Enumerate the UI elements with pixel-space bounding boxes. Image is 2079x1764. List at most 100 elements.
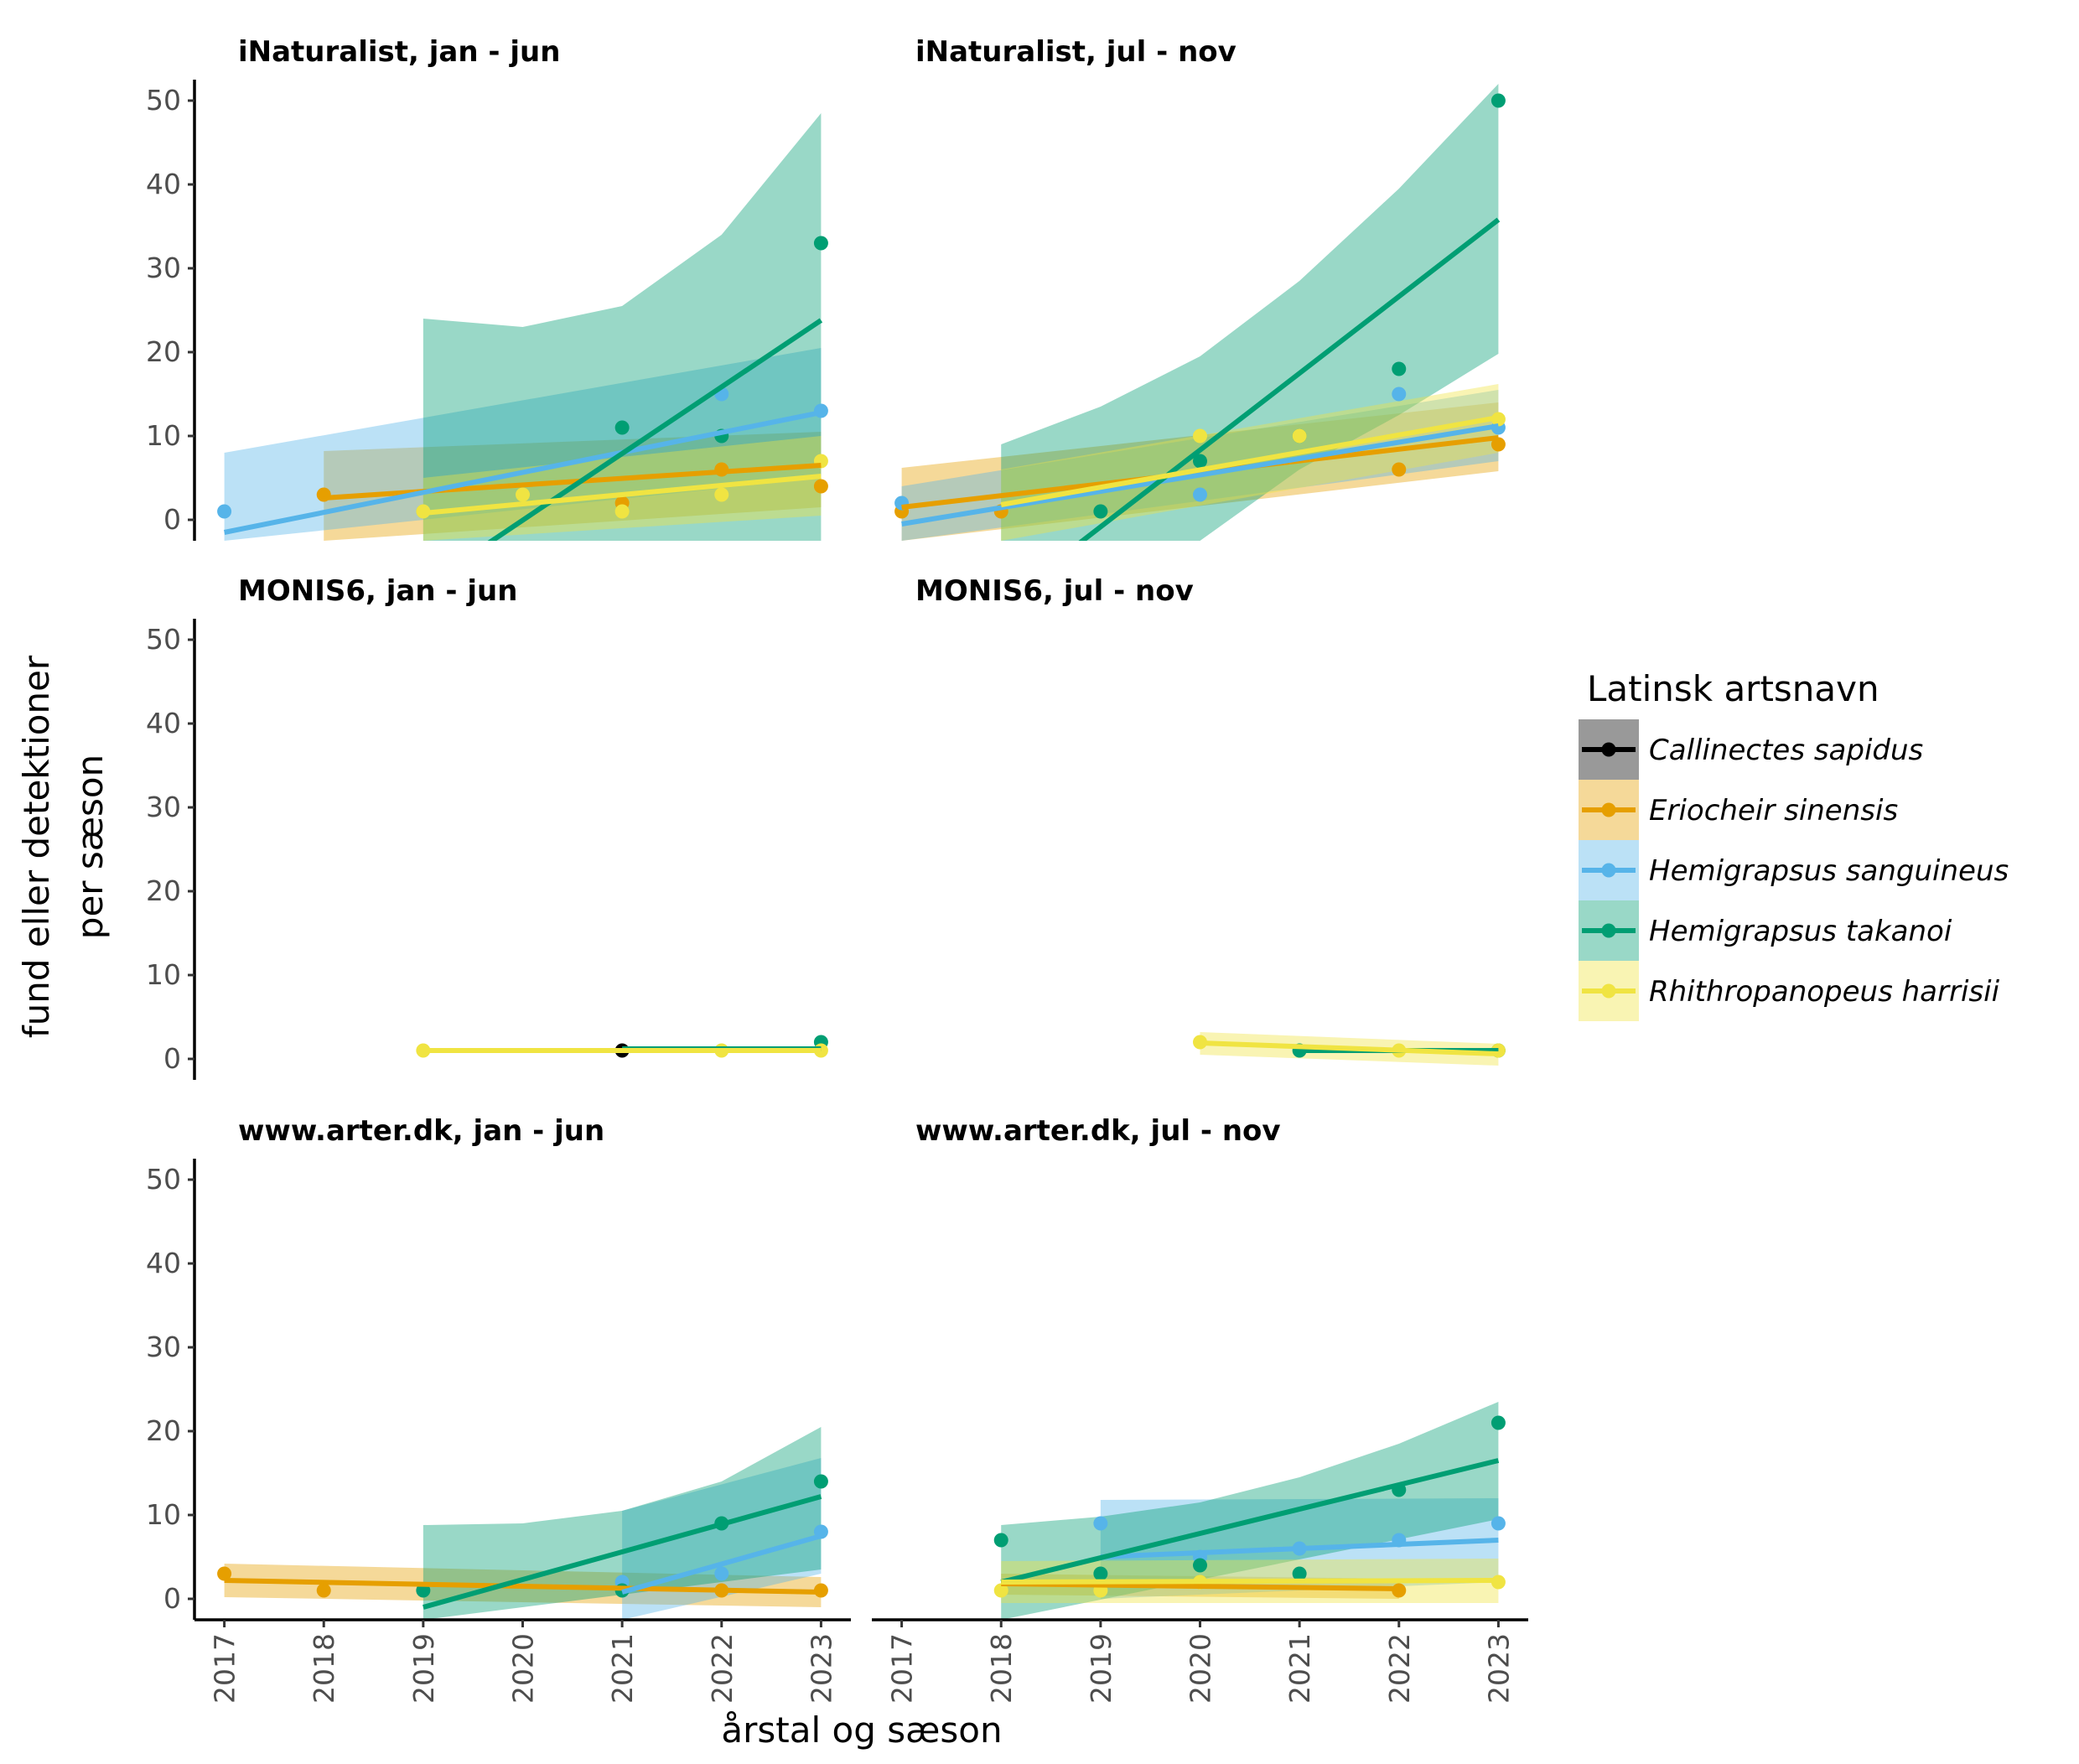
- panel-title: MONIS6, jan - jun: [238, 574, 517, 608]
- panel-title: iNaturalist, jul - nov: [915, 35, 1237, 69]
- data-point-hemigrapsus-takanoi: [1093, 504, 1108, 519]
- plot-area: [1193, 1032, 1506, 1066]
- panel-title: www.arter.dk, jul - nov: [915, 1114, 1281, 1148]
- x-tick-label: 2020: [1185, 1633, 1217, 1704]
- panel-monis6-jul-nov: MONIS6, jul - nov: [915, 574, 1506, 1066]
- y-tick-label: 10: [146, 419, 181, 452]
- legend-item-rhithropanopeus-harrisii: Rhithropanopeus harrisii: [1579, 961, 2000, 1021]
- plot-area: [993, 1402, 1506, 1620]
- plot-area: [416, 1035, 828, 1058]
- legend-key-point: [1601, 983, 1616, 999]
- legend: Latinsk artsnavn Callinectes sapidus Erio…: [1579, 668, 2009, 1021]
- data-point-rhithropanopeus-harrisii: [614, 504, 630, 519]
- trend-line-hemigrapsus-sanguineus: [1100, 1538, 1499, 1559]
- x-tick-label: 2019: [407, 1633, 440, 1704]
- data-point-rhithropanopeus-harrisii: [1193, 428, 1207, 444]
- panels: iNaturalist, jan - jun01020304050iNatura…: [146, 35, 1528, 1704]
- trend-line-hemigrapsus-sanguineus: [224, 410, 822, 535]
- data-point-eriocheir-sinensis: [217, 1566, 232, 1581]
- legend-label: Eriocheir sinensis: [1649, 794, 1898, 828]
- data-point-hemigrapsus-sanguineus: [1093, 1516, 1108, 1531]
- trend-line-rhithropanopeus-harrisii: [1001, 1578, 1499, 1585]
- x-tick-label: 2023: [805, 1633, 837, 1704]
- trend-line-rhithropanopeus-harrisii: [1000, 415, 1499, 507]
- data-point-hemigrapsus-takanoi: [993, 1533, 1008, 1548]
- panel-inaturalist-jan-jun: iNaturalist, jan - jun 0 10 20 30 40 50: [146, 35, 828, 541]
- panel-www-arter-dk-jul-nov: www.arter.dk, jul - nov 2017 2018 2019 2020 2…: [872, 1114, 1528, 1704]
- data-point-rhithropanopeus-harrisii: [516, 487, 530, 502]
- data-point-hemigrapsus-sanguineus: [1193, 487, 1207, 502]
- ci-band-rhithropanopeus-harrisii: [423, 436, 822, 541]
- x-tick-label: 2020: [507, 1633, 540, 1704]
- trend-line-rhithropanopeus-harrisii: [423, 474, 822, 516]
- x-tick-label: 2022: [706, 1633, 739, 1704]
- y-tick-label: 30: [146, 791, 181, 823]
- y-tick-label: 30: [146, 252, 181, 284]
- y-tick-label: 0: [163, 1582, 181, 1615]
- ci-band-hemigrapsus-takanoi: [1001, 84, 1499, 541]
- legend-item-eriocheir-sinensis: Eriocheir sinensis: [1579, 780, 1898, 840]
- y-tick-label: 20: [146, 335, 181, 368]
- legend-key-point: [1601, 923, 1616, 938]
- legend-key-point: [1601, 863, 1616, 878]
- x-tick-label: 2023: [1482, 1633, 1515, 1704]
- data-point-hemigrapsus-takanoi: [1193, 1558, 1207, 1573]
- y-tick-label: 0: [163, 1042, 181, 1075]
- data-point-hemigrapsus-takanoi: [1193, 454, 1207, 469]
- y-axis-title-line-2: per sæson: [70, 755, 111, 939]
- data-point-hemigrapsus-takanoi: [1491, 93, 1506, 108]
- plot-area: [894, 84, 1506, 541]
- legend-key-point: [1601, 742, 1616, 757]
- data-point-hemigrapsus-takanoi: [614, 420, 630, 435]
- panel-monis6-jan-jun: MONIS6, jan - jun 0 10 20 30 40 50: [146, 574, 828, 1080]
- y-tick-label: 40: [146, 168, 181, 200]
- data-point-eriocheir-sinensis: [813, 479, 828, 494]
- x-tick-label: 2017: [209, 1633, 241, 1704]
- panel-www-arter-dk-jan-jun: www.arter.dk, jan - jun 0 10 20 30 40 50 2017 20…: [146, 1114, 851, 1704]
- data-point-hemigrapsus-takanoi: [1093, 1566, 1108, 1581]
- x-tick-label: 2018: [985, 1633, 1018, 1704]
- trend-line-eriocheir-sinensis: [224, 1578, 822, 1595]
- legend-label: Rhithropanopeus harrisii: [1649, 975, 2000, 1009]
- y-tick-label: 40: [146, 707, 181, 739]
- data-point-eriocheir-sinensis: [1491, 437, 1506, 452]
- ci-band-hemigrapsus-takanoi: [1001, 1402, 1499, 1620]
- panel-title: www.arter.dk, jan - jun: [238, 1114, 604, 1148]
- x-tick-label: 2021: [606, 1633, 639, 1704]
- legend-title: Latinsk artsnavn: [1587, 668, 1879, 709]
- x-tick-label: 2018: [308, 1633, 340, 1704]
- x-axis-title: årstal og sæson: [721, 1710, 1002, 1751]
- data-point-hemigrapsus-takanoi: [1491, 1415, 1506, 1430]
- y-tick-label: 30: [146, 1331, 181, 1363]
- data-point-rhithropanopeus-harrisii: [1292, 428, 1307, 444]
- legend-label: Hemigrapsus sanguineus: [1649, 854, 2009, 888]
- panel-title: MONIS6, jul - nov: [915, 574, 1194, 608]
- plot-area: [217, 1427, 828, 1620]
- trend-line-hemigrapsus-takanoi: [1000, 1458, 1500, 1585]
- trend-line-eriocheir-sinensis: [1001, 1581, 1399, 1591]
- trend-line-eriocheir-sinensis: [324, 463, 822, 501]
- trend-line-hemigrapsus-takanoi: [1078, 217, 1501, 541]
- data-point-hemigrapsus-sanguineus: [217, 504, 232, 519]
- trend-line-rhithropanopeus-harrisii: [1200, 1040, 1499, 1056]
- y-axis-title-line-1: fund eller detektioner: [16, 655, 57, 1038]
- legend-item-hemigrapsus-sanguineus: Hemigrapsus sanguineus: [1579, 840, 2009, 900]
- y-tick-label: 10: [146, 958, 181, 991]
- data-point-hemigrapsus-takanoi: [1392, 361, 1407, 376]
- plot-area: [217, 113, 828, 541]
- legend-item-hemigrapsus-takanoi: Hemigrapsus takanoi: [1579, 900, 1952, 961]
- legend-item-callinectes-sapidus: Callinectes sapidus: [1579, 719, 1923, 780]
- trend-line-hemigrapsus-takanoi: [487, 318, 823, 541]
- y-tick-label: 50: [146, 1163, 181, 1196]
- legend-label: Callinectes sapidus: [1649, 734, 1923, 767]
- data-point-hemigrapsus-takanoi: [813, 1474, 828, 1489]
- legend-key-point: [1601, 802, 1616, 817]
- data-point-rhithropanopeus-harrisii: [1193, 1035, 1207, 1050]
- y-tick-label: 20: [146, 874, 181, 907]
- trend-line-hemigrapsus-sanguineus: [621, 1533, 822, 1595]
- trend-line-hemigrapsus-sanguineus: [901, 423, 1499, 527]
- x-tick-label: 2022: [1383, 1633, 1416, 1704]
- data-point-hemigrapsus-takanoi: [813, 236, 828, 251]
- x-tick-label: 2019: [1085, 1633, 1117, 1704]
